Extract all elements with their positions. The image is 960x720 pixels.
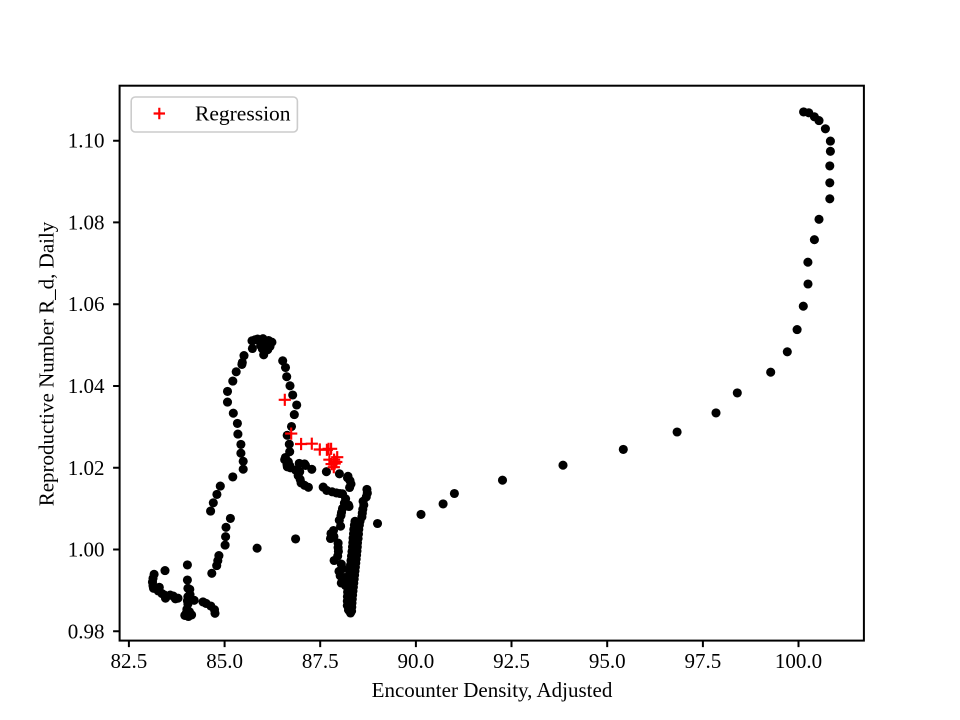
svg-text:0.98: 0.98 (68, 619, 105, 643)
svg-text:90.0: 90.0 (398, 649, 435, 673)
svg-text:1.02: 1.02 (68, 456, 105, 480)
svg-text:97.5: 97.5 (685, 649, 722, 673)
svg-text:Reproductive Number R_d, Daily: Reproductive Number R_d, Daily (35, 221, 59, 506)
svg-text:87.5: 87.5 (302, 649, 339, 673)
svg-text:Regression: Regression (195, 102, 291, 126)
svg-text:82.5: 82.5 (111, 649, 148, 673)
svg-text:1.10: 1.10 (68, 129, 105, 153)
svg-text:100.0: 100.0 (775, 649, 822, 673)
svg-text:1.04: 1.04 (68, 374, 105, 398)
svg-text:85.0: 85.0 (206, 649, 243, 673)
svg-text:1.00: 1.00 (68, 538, 105, 562)
svg-text:1.06: 1.06 (68, 292, 105, 316)
svg-text:Encounter Density, Adjusted: Encounter Density, Adjusted (372, 678, 613, 702)
svg-text:92.5: 92.5 (493, 649, 530, 673)
svg-text:95.0: 95.0 (589, 649, 626, 673)
svg-text:1.08: 1.08 (68, 210, 105, 234)
